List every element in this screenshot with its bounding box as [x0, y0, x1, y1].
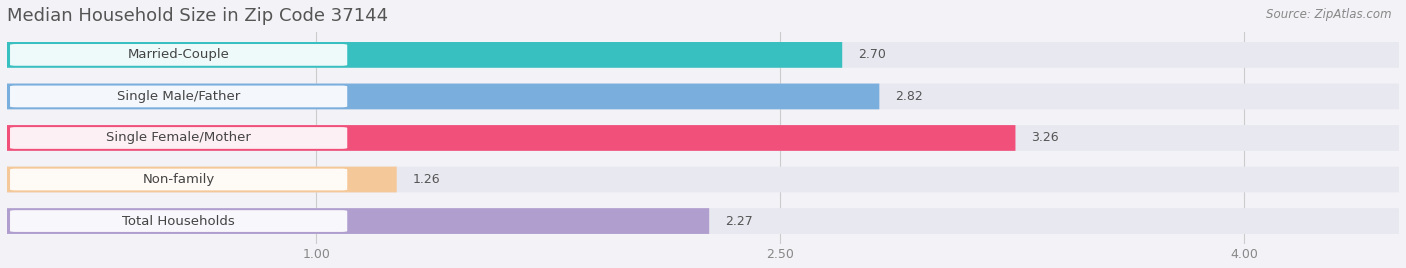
FancyBboxPatch shape	[7, 125, 1015, 151]
Text: Total Households: Total Households	[122, 215, 235, 228]
Text: Source: ZipAtlas.com: Source: ZipAtlas.com	[1267, 8, 1392, 21]
FancyBboxPatch shape	[10, 210, 347, 232]
FancyBboxPatch shape	[7, 42, 1399, 68]
FancyBboxPatch shape	[10, 127, 347, 149]
FancyBboxPatch shape	[10, 169, 347, 190]
FancyBboxPatch shape	[7, 167, 1399, 192]
Text: 2.82: 2.82	[894, 90, 922, 103]
FancyBboxPatch shape	[7, 42, 842, 68]
Text: Non-family: Non-family	[142, 173, 215, 186]
FancyBboxPatch shape	[7, 167, 396, 192]
Text: 2.27: 2.27	[724, 215, 752, 228]
FancyBboxPatch shape	[7, 208, 1399, 234]
Text: Married-Couple: Married-Couple	[128, 49, 229, 61]
FancyBboxPatch shape	[7, 84, 1399, 109]
FancyBboxPatch shape	[7, 208, 709, 234]
FancyBboxPatch shape	[10, 85, 347, 107]
Text: Single Female/Mother: Single Female/Mother	[107, 132, 252, 144]
FancyBboxPatch shape	[7, 125, 1399, 151]
Text: Median Household Size in Zip Code 37144: Median Household Size in Zip Code 37144	[7, 7, 388, 25]
Text: 3.26: 3.26	[1031, 132, 1059, 144]
Text: Single Male/Father: Single Male/Father	[117, 90, 240, 103]
Text: 1.26: 1.26	[412, 173, 440, 186]
Text: 2.70: 2.70	[858, 49, 886, 61]
FancyBboxPatch shape	[10, 44, 347, 66]
FancyBboxPatch shape	[7, 84, 879, 109]
